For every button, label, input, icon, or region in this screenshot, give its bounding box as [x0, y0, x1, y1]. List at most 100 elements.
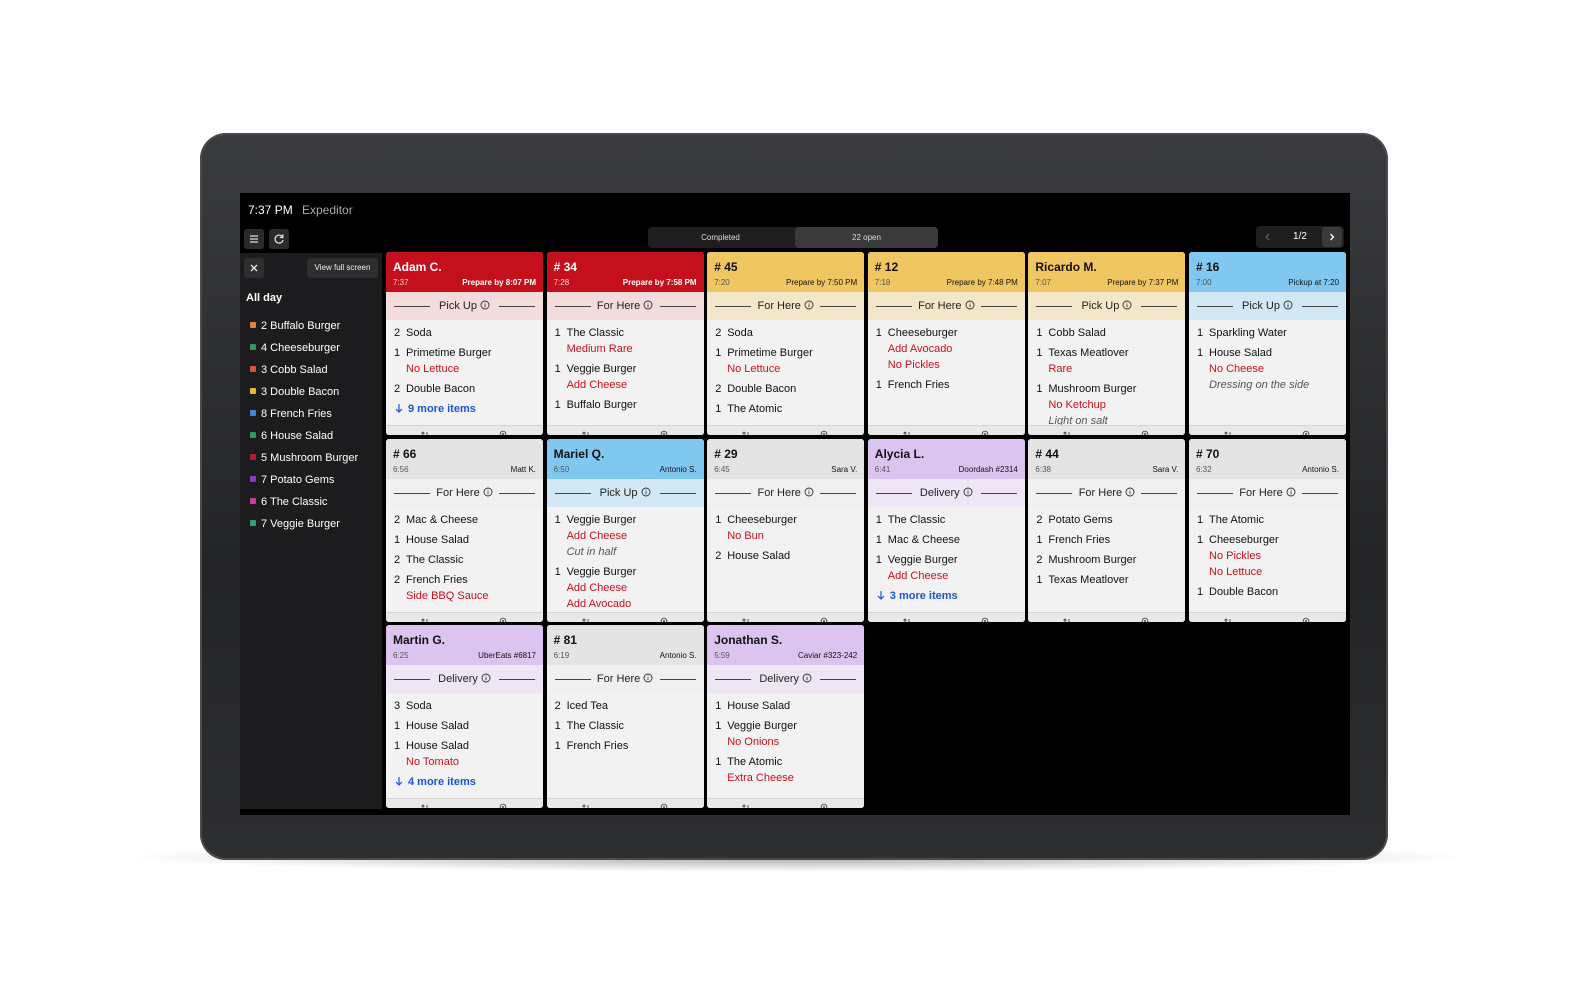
ticket-mode: Delivery: [868, 487, 1025, 499]
modifier: Add Avocado: [566, 597, 632, 610]
ticket-mode: Pick Up: [547, 487, 704, 499]
sidebar-item[interactable]: 4 Cheeseburger: [250, 341, 340, 355]
ticket[interactable]: Adam C. 7:37 Prepare by 8:07 PM Pick Up 2 Sod…: [386, 252, 543, 435]
info-icon[interactable]: [965, 300, 975, 310]
line-item: 2 Mushroom Burger: [1036, 554, 1136, 566]
ticket[interactable]: # 70 6:32 Antonio S. For Here 1 The Atomic 1 Ch…: [1189, 438, 1346, 622]
footer-icons[interactable]: [707, 429, 864, 435]
footer-icons[interactable]: [386, 429, 543, 435]
close-button[interactable]: [244, 258, 264, 278]
ticket-footer: [1189, 611, 1346, 622]
more-items[interactable]: 9 more items: [394, 403, 476, 415]
tab[interactable]: Completed: [701, 233, 740, 242]
ticket[interactable]: # 12 7:18 Prepare by 7:48 PM For Here 1 Chees…: [867, 252, 1025, 435]
sidebar-item[interactable]: 2 Buffalo Burger: [250, 319, 340, 333]
ticket-header: # 34 7:28 Prepare by 7:58 PM: [546, 252, 704, 292]
ticket-info: Prepare by 7:50 PM: [786, 278, 858, 287]
footer-icons[interactable]: [868, 616, 1025, 622]
item-qty: 1: [1036, 347, 1043, 359]
modifier: Add Cheese: [887, 569, 949, 582]
refresh-button[interactable]: [269, 229, 289, 249]
menu-button[interactable]: [244, 229, 264, 249]
ticket[interactable]: Jonathan S. 5:59 Caviar #323-242 Delivery 1 H…: [707, 625, 865, 808]
ticket[interactable]: # 45 7:20 Prepare by 7:50 PM For Here 2 Soda 1…: [707, 252, 865, 435]
info-icon[interactable]: [1283, 300, 1293, 310]
info-icon[interactable]: [802, 673, 812, 683]
ticket[interactable]: # 16 7:00 Pickup at 7:20 Pick Up 1 Sparkling …: [1189, 252, 1346, 435]
divider: [1302, 306, 1338, 307]
footer-icons[interactable]: [547, 616, 704, 622]
line-item: 1 House Salad: [715, 700, 790, 712]
info-icon[interactable]: [1286, 487, 1296, 497]
sidebar-item[interactable]: 3 Cobb Salad: [250, 363, 328, 377]
info-icon[interactable]: [643, 300, 653, 310]
sidebar-item[interactable]: 5 Mushroom Burger: [250, 451, 358, 465]
info-icon[interactable]: [963, 487, 973, 497]
info-icon[interactable]: [804, 300, 814, 310]
ticket[interactable]: # 44 6:38 Sara V. For Here 2 Potato Gems 1 Fren…: [1028, 438, 1186, 622]
ticket[interactable]: Ricardo M. 7:07 Prepare by 7:37 PM Pick Up 1…: [1028, 252, 1186, 435]
info-icon[interactable]: [804, 487, 814, 497]
modifier: No Ketchup: [1048, 399, 1106, 411]
info-icon[interactable]: [641, 487, 651, 497]
sidebar-item[interactable]: 7 Veggie Burger: [250, 517, 340, 531]
modifier: No Bun: [727, 529, 764, 542]
pager: 1/2: [1256, 226, 1344, 248]
footer-icons[interactable]: [707, 616, 864, 622]
footer-icons[interactable]: [1028, 429, 1185, 435]
info-icon[interactable]: [483, 487, 493, 497]
ticket[interactable]: # 66 6:56 Matt K. For Here 2 Mac & Cheese 1 Hou…: [386, 438, 543, 622]
line-item: 1 French Fries: [876, 379, 950, 391]
ticket-header: # 44 6:38 Sara V.: [1028, 438, 1186, 479]
sidebar-item[interactable]: 7 Potato Gems: [250, 473, 334, 487]
ticket-mode: Delivery: [386, 673, 543, 685]
footer-icons[interactable]: [386, 802, 543, 808]
modifier: No Pickles: [887, 359, 940, 371]
ticket[interactable]: # 81 6:19 Antonio S. For Here 2 Iced Tea 1 The …: [546, 625, 704, 808]
ticket-info: Prepare by 8:07 PM: [462, 278, 536, 287]
sidebar-item[interactable]: 3 Double Bacon: [250, 385, 339, 399]
ticket[interactable]: # 34 7:28 Prepare by 7:58 PM For Here 1 The C…: [546, 252, 704, 435]
footer-icons[interactable]: [1028, 616, 1185, 622]
more-items[interactable]: 4 more items: [394, 776, 476, 788]
line-item: 1 Cheeseburger: [715, 514, 797, 526]
info-icon[interactable]: [643, 673, 653, 683]
info-icon[interactable]: [480, 300, 490, 310]
info-icon[interactable]: [1125, 487, 1135, 497]
sidebar-item[interactable]: 6 The Classic: [250, 495, 327, 509]
line-item: 2 Double Bacon: [715, 383, 796, 395]
footer-icons[interactable]: [547, 802, 704, 808]
item-qty: 1: [715, 403, 722, 415]
sidebar-item[interactable]: 6 House Salad: [250, 429, 333, 443]
ticket-items: 1 Sparkling Water 1 House Salad No Cheese Dre…: [1189, 320, 1346, 425]
item-name: Mac & Cheese: [887, 533, 960, 546]
fullscreen-button[interactable]: View full screen: [307, 258, 378, 278]
ticket[interactable]: Alycia L. 6:41 Doordash #2314 Delivery 1 The …: [867, 438, 1025, 622]
item-count: 4 Cheeseburger: [261, 342, 340, 354]
next-page[interactable]: [1322, 227, 1342, 247]
info-icon[interactable]: [1122, 300, 1132, 310]
sidebar-item[interactable]: 8 French Fries: [250, 407, 332, 421]
item-name: The Atomic: [727, 756, 783, 768]
ticket[interactable]: Mariel Q. 6:50 Antonio S. Pick Up 1 Veggie Bu…: [546, 438, 704, 622]
divider: [1036, 492, 1073, 494]
refresh-icon: [274, 234, 284, 244]
more-items[interactable]: 3 more items: [876, 590, 958, 602]
divider: [394, 306, 430, 307]
footer-icons[interactable]: [1189, 429, 1346, 435]
ticket[interactable]: # 29 6:45 Sara V. For Here 1 Cheeseburger No B…: [707, 438, 865, 622]
item-name: Soda: [727, 327, 753, 339]
info-icon[interactable]: [481, 673, 491, 683]
item-count: 2 Buffalo Burger: [261, 320, 341, 332]
footer-icons[interactable]: [1189, 616, 1346, 622]
footer-icons[interactable]: [707, 802, 864, 808]
tab-selected[interactable]: 22 open: [795, 227, 938, 248]
prev-page[interactable]: [1262, 231, 1274, 243]
ticket-items: 1 Cheeseburger Add Avocado No Pickles 1 Frenc…: [868, 320, 1025, 425]
footer-icons[interactable]: [868, 429, 1025, 435]
ticket[interactable]: Martin G. 6:25 UberEats #6817 Delivery 3 Soda…: [386, 625, 543, 808]
footer-icons[interactable]: [386, 616, 543, 622]
ticket-info: Sara V.: [831, 464, 858, 474]
footer-icons[interactable]: [547, 429, 704, 435]
color-swatch: [250, 410, 256, 416]
